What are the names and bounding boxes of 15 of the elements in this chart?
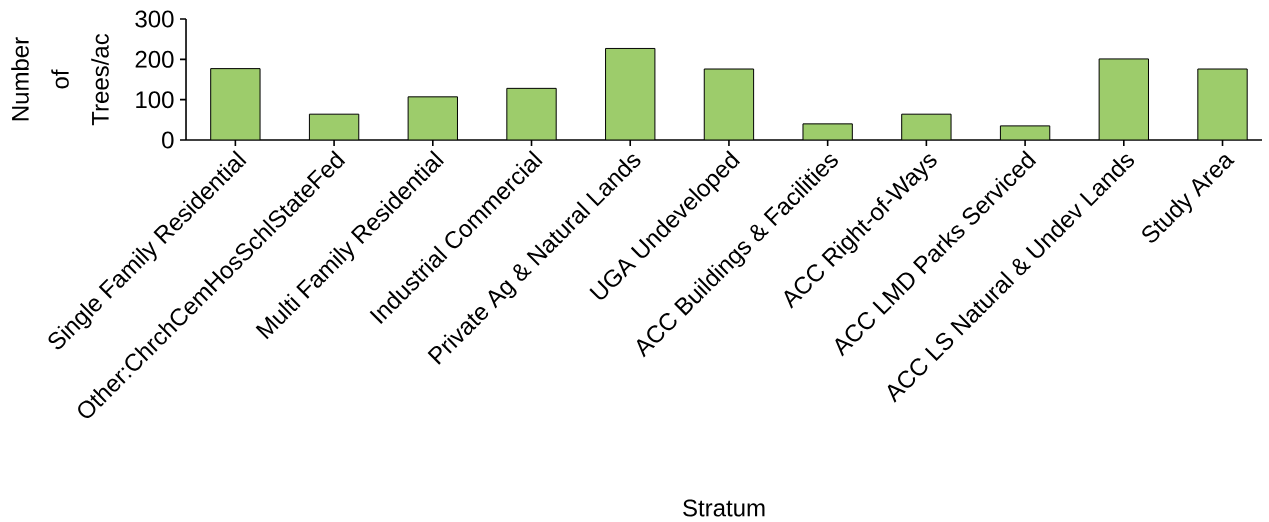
bar [308,113,360,140]
x-axis-title: Stratum [683,499,765,517]
bar [1197,68,1248,140]
bar [506,87,557,140]
bar [407,96,458,140]
bar [901,113,952,140]
bar [605,47,656,140]
bar [210,68,261,140]
y-tick-label: 300 [135,10,174,28]
bar [1098,58,1149,140]
bar [703,68,755,140]
y-tick-label: 200 [135,50,174,68]
y-tick-label: 0 [162,131,174,149]
y-axis-title: Number of Trees/ac [11,33,109,126]
y-tick-label: 100 [136,91,174,109]
